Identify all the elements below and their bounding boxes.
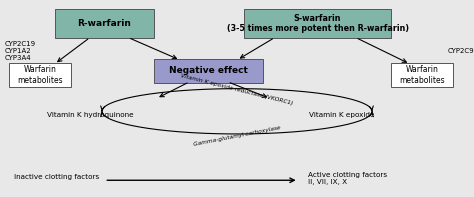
Text: R-warfarin: R-warfarin	[77, 19, 131, 28]
Text: Inactive clotting factors: Inactive clotting factors	[14, 174, 100, 180]
FancyBboxPatch shape	[244, 9, 391, 38]
Text: Warfarin
metabolites: Warfarin metabolites	[18, 65, 63, 85]
FancyBboxPatch shape	[55, 9, 154, 38]
Text: Warfarin
metabolites: Warfarin metabolites	[399, 65, 445, 85]
Text: CYP2C19
CYP1A2
CYP3A4: CYP2C19 CYP1A2 CYP3A4	[5, 41, 36, 61]
FancyBboxPatch shape	[391, 63, 453, 87]
Text: Vitamin K epoxide reductase (VKORC1): Vitamin K epoxide reductase (VKORC1)	[180, 73, 294, 106]
FancyBboxPatch shape	[9, 63, 71, 87]
Text: Gamma-glutamyl carboxylase: Gamma-glutamyl carboxylase	[193, 125, 281, 147]
Text: S-warfarin
(3-5 times more potent then R-warfarin): S-warfarin (3-5 times more potent then R…	[227, 14, 409, 33]
Text: Vitamin K hydroquinone: Vitamin K hydroquinone	[47, 112, 133, 118]
Text: CYP2C9: CYP2C9	[448, 48, 474, 54]
Text: Active clotting factors
II, VII, IX, X: Active clotting factors II, VII, IX, X	[308, 172, 387, 185]
FancyBboxPatch shape	[154, 59, 263, 83]
Text: Negative effect: Negative effect	[169, 66, 248, 75]
Text: Vitamin K epoxide: Vitamin K epoxide	[309, 112, 374, 118]
